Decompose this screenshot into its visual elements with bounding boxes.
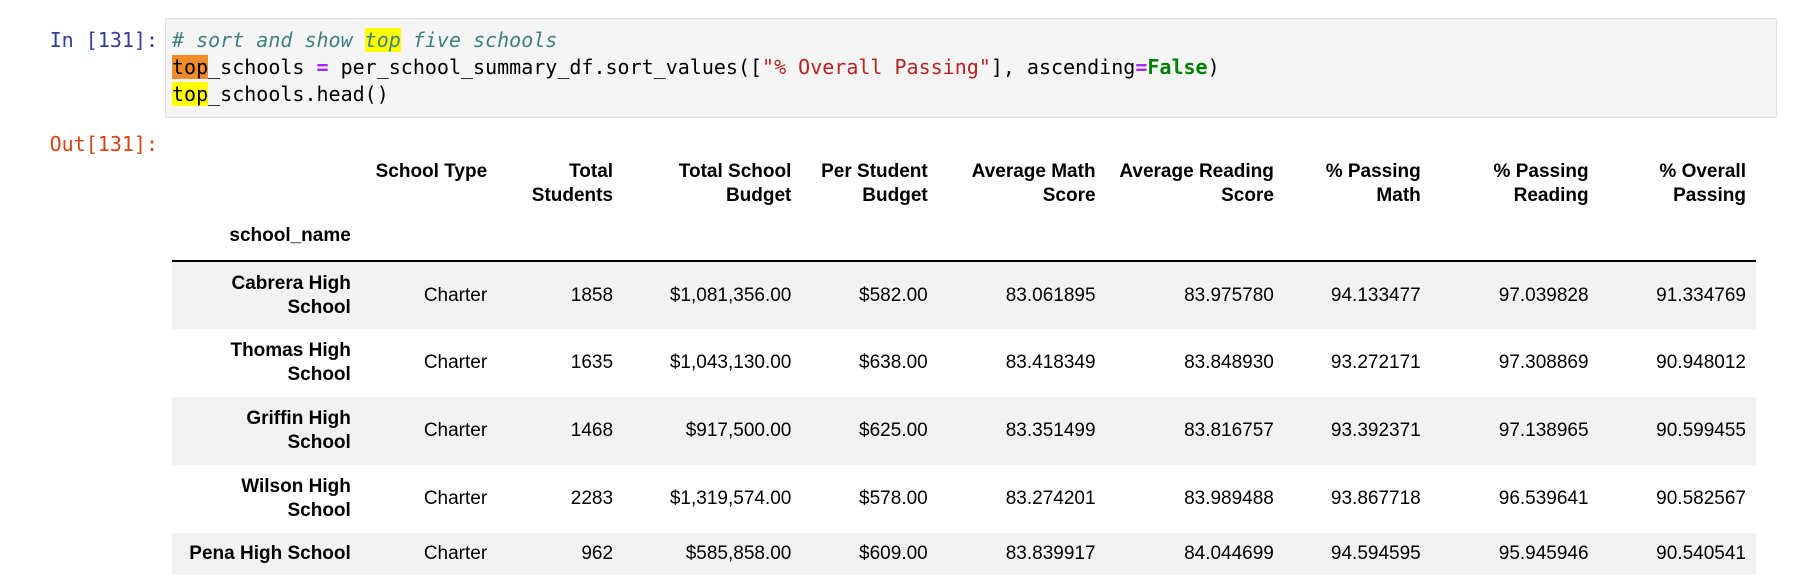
table-cell: 90.540541	[1656, 543, 1746, 564]
table-cell: $638.00	[859, 352, 928, 373]
column-header: % Passing Reading	[1493, 161, 1589, 206]
table-row: Wilson High School Charter 2283 $1,319,5…	[172, 465, 1756, 533]
table-row: Griffin High School Charter 1468 $917,50…	[172, 397, 1756, 465]
row-index: Pena High School	[189, 543, 351, 564]
column-header-row: School Type Total Students Total School …	[172, 150, 1756, 224]
table-cell: 83.418349	[1005, 352, 1096, 373]
table-cell: 94.594595	[1330, 543, 1421, 564]
table-cell: $585,858.00	[685, 543, 792, 564]
column-header: School Type	[375, 161, 488, 182]
table-cell: $578.00	[859, 488, 928, 509]
table-cell: 1858	[570, 284, 614, 306]
table-cell: $1,081,356.00	[669, 284, 792, 306]
table-cell: 2283	[570, 488, 614, 509]
table-cell: $917,500.00	[685, 420, 792, 441]
table-cell: 95.945946	[1498, 543, 1589, 564]
table-cell: 83.816757	[1184, 420, 1274, 441]
search-highlight: top	[172, 82, 209, 106]
code-keyword: False	[1147, 55, 1208, 79]
column-header: Total Students	[531, 161, 614, 206]
search-highlight: top	[364, 28, 401, 52]
table-cell: Charter	[423, 352, 488, 373]
table-cell: Charter	[423, 420, 488, 441]
index-header-blank	[172, 150, 361, 224]
table-cell: Charter	[423, 284, 488, 306]
column-header: Total School Budget	[678, 161, 792, 206]
table-cell: 93.867718	[1330, 488, 1421, 509]
table-cell: 83.274201	[1005, 488, 1096, 509]
dataframe-table: School Type Total Students Total School …	[172, 150, 1756, 575]
table-cell: 97.308869	[1498, 352, 1589, 373]
table-cell: 83.848930	[1184, 352, 1274, 373]
column-header: Average Reading Score	[1119, 161, 1274, 206]
table-cell: Charter	[423, 488, 488, 509]
table-cell: 84.044699	[1184, 543, 1274, 564]
table-cell: 93.272171	[1330, 352, 1421, 373]
table-cell: 90.599455	[1656, 420, 1746, 441]
code-comment: # sort and show top five schools	[172, 28, 558, 52]
row-index: Thomas High School	[230, 340, 351, 385]
table-cell: $625.00	[859, 420, 928, 441]
table-cell: 962	[581, 543, 614, 564]
table-cell: 93.392371	[1330, 420, 1421, 441]
table-cell: $1,319,574.00	[669, 488, 792, 509]
table-cell: 90.582567	[1656, 488, 1746, 509]
table-cell: 97.039828	[1498, 284, 1589, 306]
current-search-highlight: top	[172, 55, 209, 79]
table-cell: 97.138965	[1498, 420, 1589, 441]
code-string: "% Overall Passing"	[762, 55, 991, 79]
table-cell: 83.351499	[1005, 420, 1096, 441]
table-cell: 91.334769	[1656, 284, 1746, 306]
code-line-1: # sort and show top five schools	[172, 27, 1770, 54]
column-header: % Passing Math	[1325, 161, 1421, 206]
column-header: % Overall Passing	[1659, 161, 1746, 206]
index-header-row: school_name	[172, 224, 1756, 261]
code-line-2: top_schools = per_school_summary_df.sort…	[172, 55, 1220, 79]
column-header: Average Math Score	[971, 161, 1096, 206]
table-cell: $582.00	[859, 284, 928, 306]
table-cell: 1468	[570, 420, 614, 441]
table-row: Thomas High School Charter 1635 $1,043,1…	[172, 329, 1756, 397]
output-prompt: Out[131]:	[49, 132, 158, 156]
table-cell: 96.539641	[1498, 488, 1589, 509]
table-cell: $609.00	[859, 543, 928, 564]
column-header: Per Student Budget	[821, 161, 928, 206]
table-row: Cabrera High School Charter 1858 $1,081,…	[172, 261, 1756, 329]
table-cell: Charter	[423, 543, 488, 564]
table-cell: 83.989488	[1184, 488, 1274, 509]
input-prompt: In [131]:	[49, 28, 158, 52]
row-index: Wilson High School	[241, 476, 351, 521]
table-cell: 1635	[570, 352, 614, 373]
output-area: School Type Total Students Total School …	[172, 150, 1756, 575]
table-cell: $1,043,130.00	[669, 352, 792, 373]
table-cell: 94.133477	[1330, 284, 1421, 306]
table-cell: 83.061895	[1005, 284, 1096, 306]
table-row: Pena High School Charter 962 $585,858.00…	[172, 533, 1756, 575]
table-cell: 83.975780	[1184, 284, 1274, 306]
row-index: Cabrera High School	[231, 272, 351, 318]
row-index: Griffin High School	[246, 408, 351, 453]
table-cell: 83.839917	[1005, 543, 1096, 564]
index-name-header: school_name	[229, 225, 351, 246]
code-cell[interactable]: # sort and show top five schools top_sch…	[165, 18, 1777, 118]
table-cell: 90.948012	[1656, 352, 1746, 373]
code-line-3: top_schools.head()	[172, 82, 389, 106]
